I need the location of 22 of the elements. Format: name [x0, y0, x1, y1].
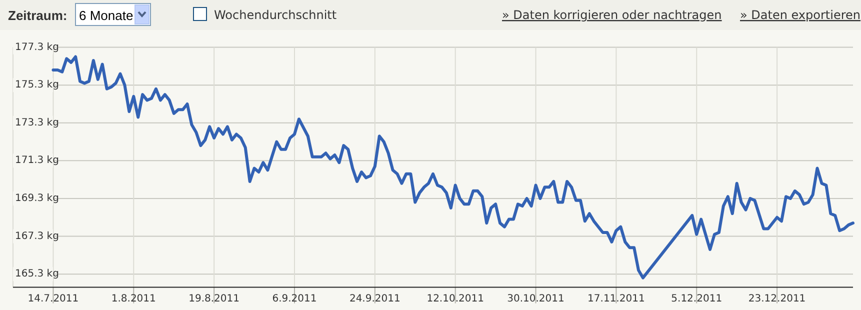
- y-tick-label: 167.3 kg: [15, 230, 59, 242]
- x-tick-label: 24.9.2011: [349, 293, 400, 304]
- y-tick-label: 175.3 kg: [15, 80, 59, 91]
- y-tick-label: 165.3 kg: [15, 268, 59, 280]
- select-field: 6 Monate: [75, 3, 151, 26]
- text: Wochendurchschnitt: [214, 8, 337, 22]
- x-tick-label: 12.10.2011: [426, 293, 484, 304]
- y-tick-label: 171.3 kg: [15, 155, 59, 166]
- x-tick-label: 6.9.2011: [272, 293, 317, 304]
- x-tick-label: 14.7.2011: [28, 293, 79, 304]
- x-tick-label: 17.11.2011: [588, 293, 645, 304]
- x-tick-label: 5.12.2011: [671, 293, 722, 304]
- y-tick-label: 169.3 kg: [15, 192, 59, 204]
- x-tick-label: 23.12.2011: [748, 293, 806, 304]
- y-tick-label: 177.3 kg: [15, 42, 59, 53]
- x-tick-label: 19.8.2011: [188, 293, 240, 304]
- x-tick-label: 1.8.2011: [111, 293, 156, 304]
- y-tick-label: 173.3 kg: [15, 117, 59, 128]
- x-tick-label: 30.10.2011: [507, 293, 564, 304]
- text: Zeitraum:: [8, 8, 68, 23]
- text: » Daten korrigieren oder nachtragen: [502, 8, 722, 22]
- text: » Daten exportieren: [740, 8, 861, 22]
